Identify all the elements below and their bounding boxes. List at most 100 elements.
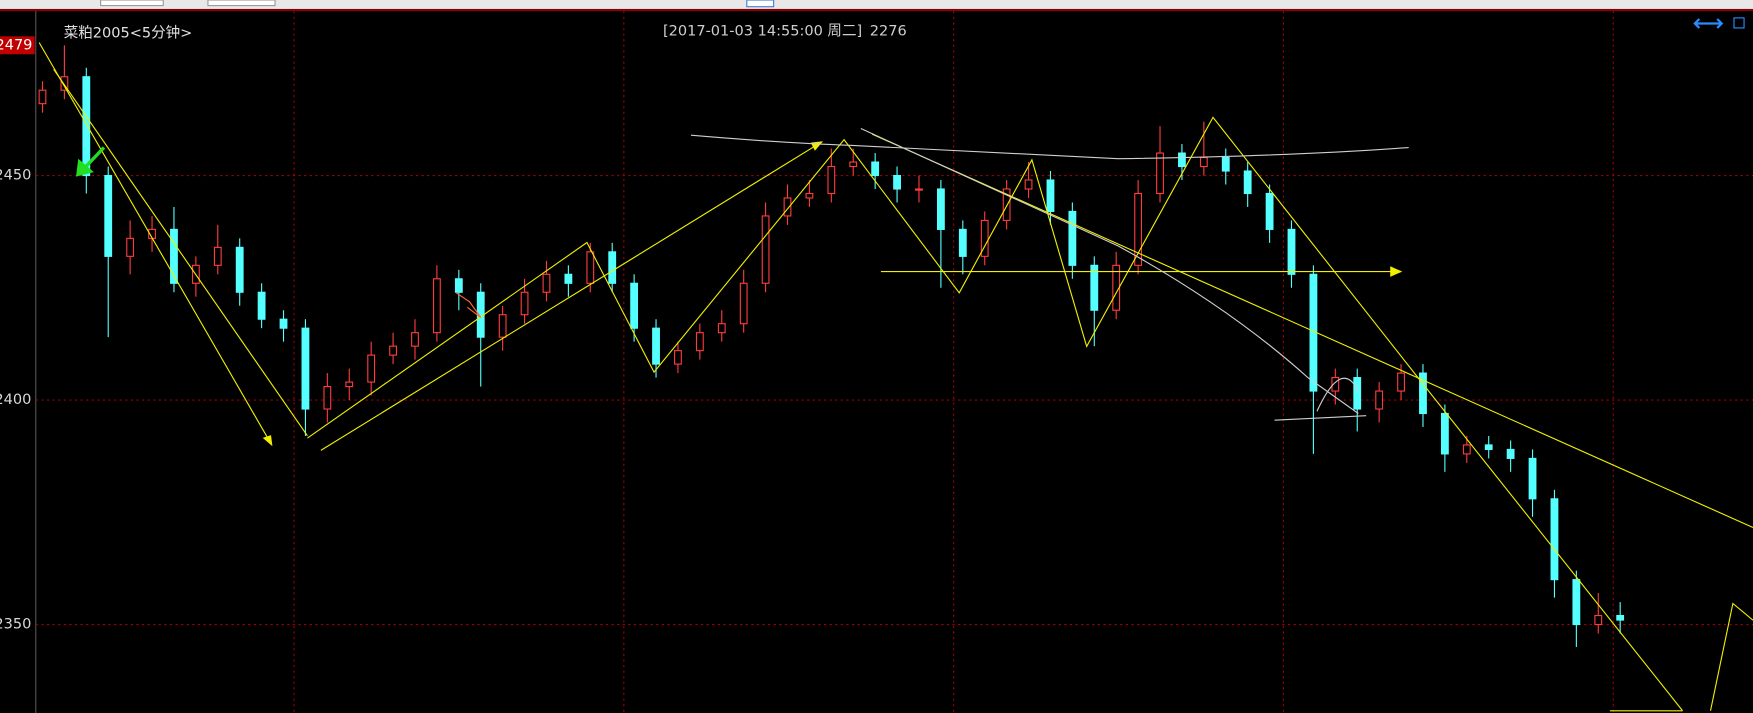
candle-body [652,327,660,365]
candle-body [936,188,945,230]
curve-lines [690,128,1409,421]
candle-body [498,314,507,338]
candle-body [958,228,967,257]
candle-body [695,332,704,352]
green-arrow [76,146,106,177]
candle-body [1419,372,1427,415]
y-tick-label: 2400 [0,392,31,408]
candle-body [761,215,770,284]
chart-title: 菜粕2005<5分钟> [64,25,193,42]
icon-stroke [1693,18,1701,29]
candle-body [1002,188,1011,221]
icon-stroke [1716,18,1724,29]
candle-body [213,246,222,266]
candle-body [564,273,573,284]
candle-body [411,332,419,347]
curve [1316,377,1359,412]
candle-body [170,228,178,284]
candle-body [1046,179,1055,212]
candle-body [1616,615,1625,621]
candle-body [1484,444,1493,450]
candle-body [345,381,354,388]
annotation [455,292,482,318]
candle-body [608,251,617,284]
arrow-head [262,435,273,447]
trend-line [871,133,1753,528]
candle-body [104,174,113,257]
candle-body [1594,615,1603,626]
candle-body [1462,444,1471,455]
candles [38,45,1625,647]
toolbar-input[interactable] [100,0,164,7]
candle-body [871,161,880,177]
candle-body [60,76,69,91]
candle-body [257,291,266,320]
arrow-head [1390,266,1403,277]
candle-body [1134,192,1143,266]
candle-body [1506,448,1515,459]
curve [690,134,1409,160]
candle-body [1287,228,1296,275]
trend-line [53,68,308,437]
price-tag-label: 2479 [0,37,32,53]
candle-body [1178,152,1186,168]
candle-body [630,282,639,329]
candle-body [367,354,376,383]
toolbar-input[interactable] [207,0,276,7]
candle-body [805,192,814,199]
candle-body [301,327,310,410]
candle-body [717,323,726,334]
toolbar-button[interactable] [746,0,775,8]
candle-body [1375,390,1384,410]
candle-body [1265,192,1274,230]
candle-body [849,161,858,168]
curve [1274,415,1367,421]
trend-lines [38,42,1753,712]
candle-body [82,76,91,177]
candle-body [1024,179,1033,190]
candle-body [893,174,901,190]
candle-body [1397,372,1405,392]
restore-icon[interactable] [1733,17,1745,29]
y-tick-label: 2450 [0,168,31,184]
zigzag [307,116,1684,712]
candle-body [915,188,923,191]
candle-body [1353,377,1362,410]
y-tick-label: 2350 [0,617,31,633]
candle-body [827,165,836,195]
candle-body [1199,156,1208,168]
arrow-head [76,158,94,177]
candle-body [586,251,595,284]
expand-icon[interactable] [1693,18,1724,29]
candle-body [126,237,135,257]
candle-body [520,291,529,316]
candle-body [389,345,397,356]
candle-body [1440,412,1449,455]
price-tag [0,36,35,55]
candle-body [235,246,244,293]
candle-body [432,278,441,334]
candle-body [1068,210,1077,266]
candle-body [38,89,47,105]
trend-line [320,141,823,451]
cursor-value: 2276 [870,23,907,39]
toolbar [0,0,1753,9]
candle-body [1221,156,1230,172]
candle-body [1090,264,1099,311]
candle-body [1528,457,1537,500]
candle-body [1243,170,1252,195]
trend-line [1709,602,1753,711]
candle-body [1572,579,1581,626]
curve [860,128,1359,414]
candle-body [674,350,682,365]
cursor-time: [2017-01-03 14:55:00 周二] [663,22,862,39]
candle-body [1331,377,1340,392]
candle-body [1156,152,1164,195]
candle-body [279,318,288,329]
candle-body [783,197,792,217]
candle-body [323,386,332,410]
candle-body [454,278,463,293]
